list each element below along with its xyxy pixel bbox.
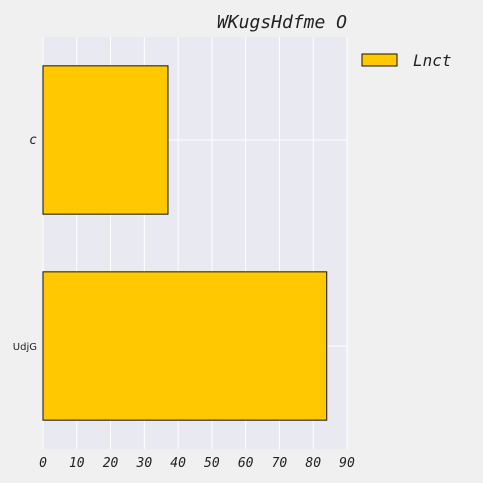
x-axis-ticks: 0 10 20 30 40 50 60 70 80 90 xyxy=(39,456,355,471)
x-tick-label-8: 80 xyxy=(305,456,321,471)
chart-title: WKugsHdfme O xyxy=(217,12,347,33)
bars xyxy=(42,65,328,421)
y-tick-label-0: c xyxy=(29,133,37,148)
x-tick-label-5: 50 xyxy=(204,456,220,471)
legend-swatch xyxy=(361,53,398,67)
bar-c xyxy=(42,65,169,215)
x-tick-label-6: 60 xyxy=(238,456,254,471)
x-tick-label-4: 40 xyxy=(170,456,186,471)
x-tick-label-0: 0 xyxy=(39,456,47,471)
legend-label: Lnct xyxy=(413,51,452,70)
x-tick-label-9: 90 xyxy=(339,456,355,471)
bar-UdjG xyxy=(42,271,328,421)
x-tick-label-3: 30 xyxy=(136,456,153,471)
legend: Lnct xyxy=(361,51,452,70)
y-tick-label-1: UdjG xyxy=(13,342,37,353)
y-axis-ticks: c UdjG xyxy=(13,133,37,353)
x-tick-label-2: 20 xyxy=(103,456,119,471)
x-tick-label-7: 70 xyxy=(272,456,288,471)
x-tick-label-1: 10 xyxy=(69,456,85,471)
